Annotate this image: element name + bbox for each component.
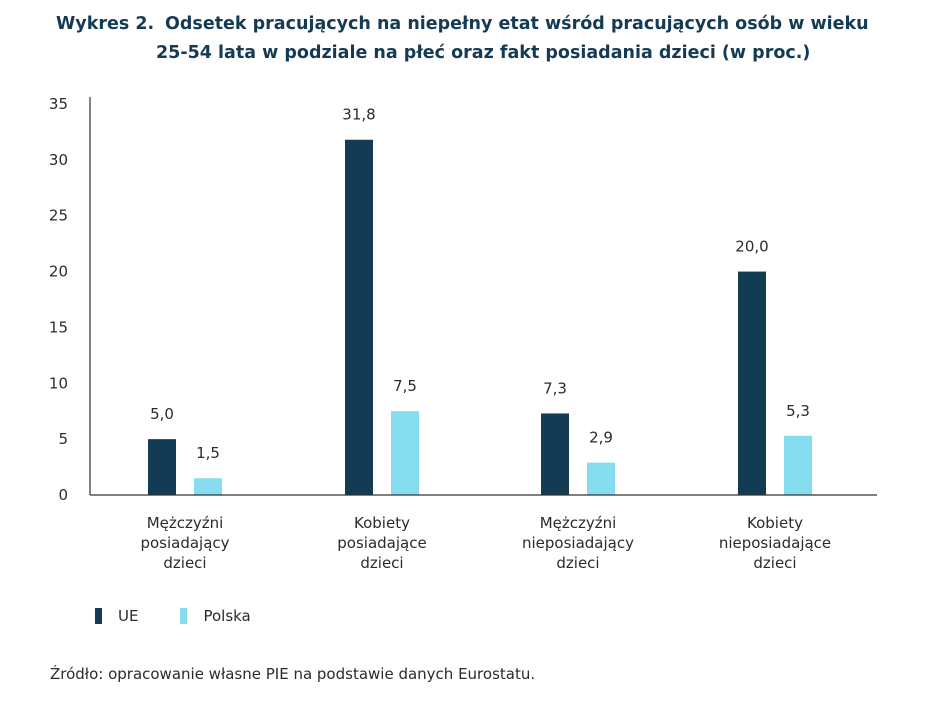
data-label: 7,5 [393, 377, 417, 395]
data-label: 31,8 [342, 106, 375, 124]
figure-number: Wykres 2. [56, 14, 155, 34]
y-tick-label: 25 [49, 207, 68, 225]
x-category-label: Kobiety posiadające dzieci [337, 514, 426, 572]
x-category-label-line: nieposiadający [522, 534, 634, 552]
bar-ue [541, 413, 569, 495]
y-tick-label: 5 [58, 430, 68, 448]
y-tick-label: 15 [49, 318, 68, 336]
x-category-label-line: Mężczyźni [540, 514, 617, 532]
data-label: 20,0 [735, 238, 768, 256]
bar-ue [345, 139, 373, 495]
legend-label-polska: Polska [203, 607, 251, 625]
data-label: 1,5 [196, 444, 220, 462]
bar-ue [738, 271, 766, 495]
x-category-label-line: Mężczyźni [147, 514, 224, 532]
y-tick-label: 0 [58, 486, 68, 504]
chart-title-line-2: 25-54 lata w podziale na płeć oraz fakt … [156, 43, 811, 63]
bar-chart: 0 5 10 15 20 25 30 35 5,0 31,8 7,3 20,0 1,5 7,5 2,9 5,3… [49, 95, 877, 572]
legend-swatch-ue [95, 608, 102, 624]
x-category-label-line: dzieci [753, 554, 796, 572]
chart-legend: UE Polska [95, 607, 293, 625]
x-category-label-line: posiadający [140, 534, 229, 552]
x-category-label-line: dzieci [360, 554, 403, 572]
y-tick-label: 35 [49, 95, 68, 113]
x-category-label: Mężczyźni posiadający dzieci [140, 514, 229, 572]
data-label: 5,0 [150, 405, 174, 423]
y-tick-label: 20 [49, 263, 68, 281]
data-label: 2,9 [589, 429, 613, 447]
x-category-label-line: posiadające [337, 534, 426, 552]
x-category-label: Kobiety nieposiadające dzieci [719, 514, 831, 572]
legend-item-polska: Polska [180, 607, 251, 625]
x-category-label-line: Kobiety [747, 514, 803, 532]
y-tick-label: 10 [49, 374, 68, 392]
bar-polska [391, 411, 419, 495]
x-category-label-line: dzieci [556, 554, 599, 572]
x-category-label-line: nieposiadające [719, 534, 831, 552]
bar-polska [194, 478, 222, 495]
x-category-label: Mężczyźni nieposiadający dzieci [522, 514, 634, 572]
legend-label-ue: UE [118, 607, 139, 625]
data-label: 5,3 [786, 402, 810, 420]
source-note: Źródło: opracowanie własne PIE na podsta… [50, 665, 536, 683]
x-category-label-line: Kobiety [354, 514, 410, 532]
y-tick-label: 30 [49, 151, 68, 169]
bar-polska [587, 462, 615, 495]
legend-swatch-polska [180, 608, 188, 624]
data-label: 7,3 [543, 379, 567, 397]
bar-polska [784, 435, 812, 495]
x-category-label-line: dzieci [163, 554, 206, 572]
bar-ue [148, 439, 176, 495]
legend-item-ue: UE [95, 607, 138, 625]
chart-title-line-1: Odsetek pracujących na niepełny etat wśr… [165, 14, 869, 34]
